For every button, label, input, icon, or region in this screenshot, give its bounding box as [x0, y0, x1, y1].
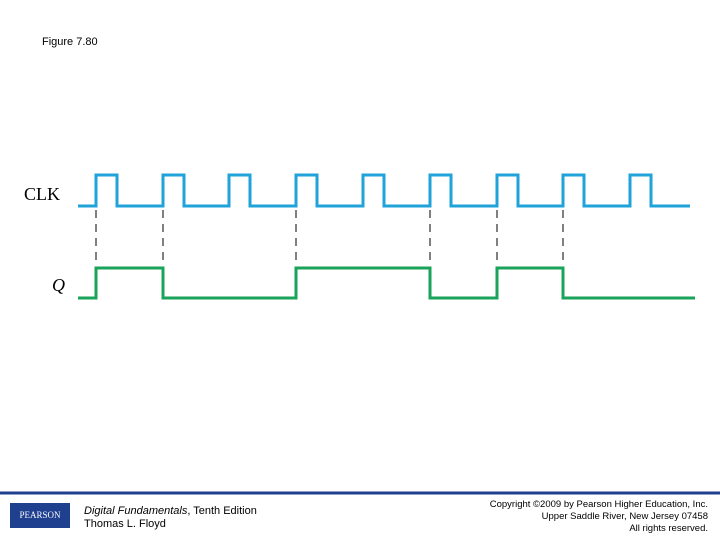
signal-label: CLK [24, 184, 60, 204]
copyright-line: Copyright ©2009 by Pearson Higher Educat… [489, 499, 708, 510]
author: Thomas L. Floyd [84, 518, 166, 530]
copyright-line: All rights reserved. [629, 523, 708, 534]
clk-waveform [78, 173, 690, 208]
q-waveform [78, 266, 695, 300]
copyright: Copyright ©2009 by Pearson Higher Educat… [490, 499, 708, 535]
figure-title: Figure 7.80 [42, 36, 98, 48]
logo-box [10, 503, 70, 528]
logo: PEARSON [19, 510, 61, 520]
copyright-line: Upper Saddle River, New Jersey 07458 [541, 511, 708, 522]
book-line: Digital Fundamentals, Tenth Edition [84, 505, 257, 517]
edition: , Tenth Edition [187, 505, 257, 517]
book-title: Digital Fundamentals [84, 505, 188, 517]
edge-markers [95, 210, 564, 266]
signal-label: Q [52, 275, 65, 295]
